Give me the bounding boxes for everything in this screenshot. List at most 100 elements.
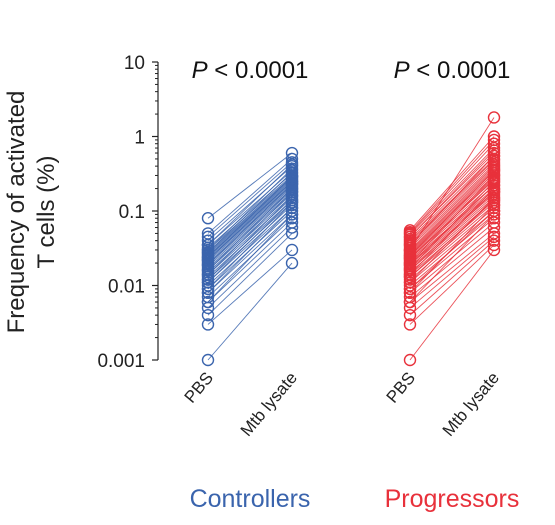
- y-tick-label: 0.001: [97, 351, 145, 372]
- point-pbs: [403, 238, 417, 252]
- pair-line: [409, 197, 495, 271]
- x-tick-label: PBS: [181, 368, 217, 406]
- pair-line: [409, 197, 495, 283]
- pair-line: [207, 152, 293, 219]
- point-mtb-lysate: [487, 193, 501, 207]
- y-axis-title-line: T cells (%): [33, 156, 60, 269]
- pair-line: [207, 181, 293, 261]
- pair-line: [409, 210, 495, 283]
- point-mtb-lysate: [285, 256, 299, 270]
- point-mtb-lysate: [285, 152, 299, 166]
- point-mtb-lysate: [285, 221, 299, 234]
- pair-line: [207, 227, 293, 309]
- pair-line: [207, 199, 293, 278]
- pair-line: [207, 176, 293, 253]
- pair-line: [207, 204, 293, 283]
- point-mtb-lysate: [285, 177, 299, 191]
- pair-line: [409, 249, 495, 361]
- pair-line: [409, 227, 495, 298]
- point-pbs: [403, 230, 417, 244]
- point-mtb-lysate: [285, 189, 299, 202]
- pair-line: [409, 236, 495, 309]
- point-mtb-lysate: [285, 193, 299, 207]
- y-tick-label: 0.1: [119, 202, 145, 223]
- pair-line: [207, 195, 293, 273]
- pair-line: [207, 197, 293, 275]
- pair-line: [409, 191, 495, 271]
- point-mtb-lysate: [487, 130, 501, 143]
- pair-line: [207, 249, 293, 325]
- point-pbs: [403, 264, 417, 277]
- pair-line: [207, 195, 293, 280]
- pair-line: [409, 185, 495, 261]
- point-mtb-lysate: [487, 164, 501, 177]
- p-symbol: P: [394, 57, 410, 84]
- point-pbs: [403, 295, 417, 309]
- pair-line: [207, 158, 293, 234]
- point-mtb-lysate: [487, 185, 501, 199]
- point-pbs: [201, 238, 215, 252]
- point-pbs: [201, 276, 215, 289]
- point-pbs: [403, 270, 417, 284]
- pair-line: [207, 262, 293, 361]
- pair-line: [207, 168, 293, 251]
- p-value: < 0.0001: [208, 57, 309, 84]
- point-mtb-lysate: [285, 162, 299, 175]
- pair-line: [409, 117, 495, 251]
- point-pbs: [403, 308, 417, 322]
- chart-panels: P < 0.0001 PBS Mtb lysate Controllers P < 0.…: [181, 57, 520, 513]
- pair-line: [207, 202, 293, 290]
- pair-line: [207, 172, 293, 253]
- pair-line: [409, 204, 495, 278]
- y-tick-label: 1: [134, 128, 145, 149]
- pair-line: [207, 183, 293, 266]
- pair-line: [409, 143, 495, 234]
- pair-line: [409, 169, 495, 252]
- pair-line: [207, 161, 293, 238]
- p-value-label: P < 0.0001: [394, 57, 511, 84]
- point-mtb-lysate: [487, 230, 501, 244]
- point-mtb-lysate: [285, 170, 299, 183]
- x-tick-label: Mtb lysate: [439, 368, 503, 440]
- y-axis-title: Frequency of activated T cells (%): [3, 91, 60, 334]
- pair-line: [207, 188, 293, 271]
- point-pbs: [403, 252, 417, 265]
- p-value: < 0.0001: [410, 57, 511, 84]
- pair-line: [409, 139, 495, 233]
- pair-line: [207, 207, 293, 294]
- pair-line: [409, 204, 495, 294]
- pair-line: [409, 170, 495, 257]
- p-value-label: P < 0.0001: [192, 57, 309, 84]
- pair-line: [409, 191, 495, 266]
- pair-line: [207, 214, 293, 294]
- point-mtb-lysate: [487, 234, 501, 247]
- point-pbs: [403, 276, 417, 289]
- y-axis-title-line: Frequency of activated: [3, 91, 30, 334]
- pair-line: [409, 199, 495, 278]
- pair-line: [207, 164, 293, 246]
- point-pbs: [201, 250, 215, 264]
- point-pbs: [201, 353, 215, 367]
- point-mtb-lysate: [487, 169, 501, 182]
- pair-line: [409, 244, 495, 325]
- pair-line: [409, 177, 495, 257]
- point-pbs: [403, 243, 417, 257]
- group-name: Controllers: [190, 485, 311, 513]
- point-mtb-lysate: [487, 144, 501, 157]
- pair-line: [409, 155, 495, 240]
- point-pbs: [201, 282, 215, 296]
- point-mtb-lysate: [487, 149, 501, 163]
- point-mtb-lysate: [487, 172, 501, 186]
- group-progressors: P < 0.0001 PBS Mtb lysate Progressors: [383, 57, 520, 513]
- pair-line: [207, 189, 293, 267]
- pair-line: [409, 165, 495, 249]
- x-tick-label: Mtb lysate: [237, 368, 301, 440]
- pair-line: [409, 185, 495, 266]
- pair-line: [207, 233, 293, 316]
- pair-line: [409, 178, 495, 259]
- x-tick-label: PBS: [383, 368, 419, 406]
- p-symbol: P: [192, 57, 208, 84]
- pair-line: [409, 233, 495, 303]
- point-mtb-lysate: [487, 221, 501, 234]
